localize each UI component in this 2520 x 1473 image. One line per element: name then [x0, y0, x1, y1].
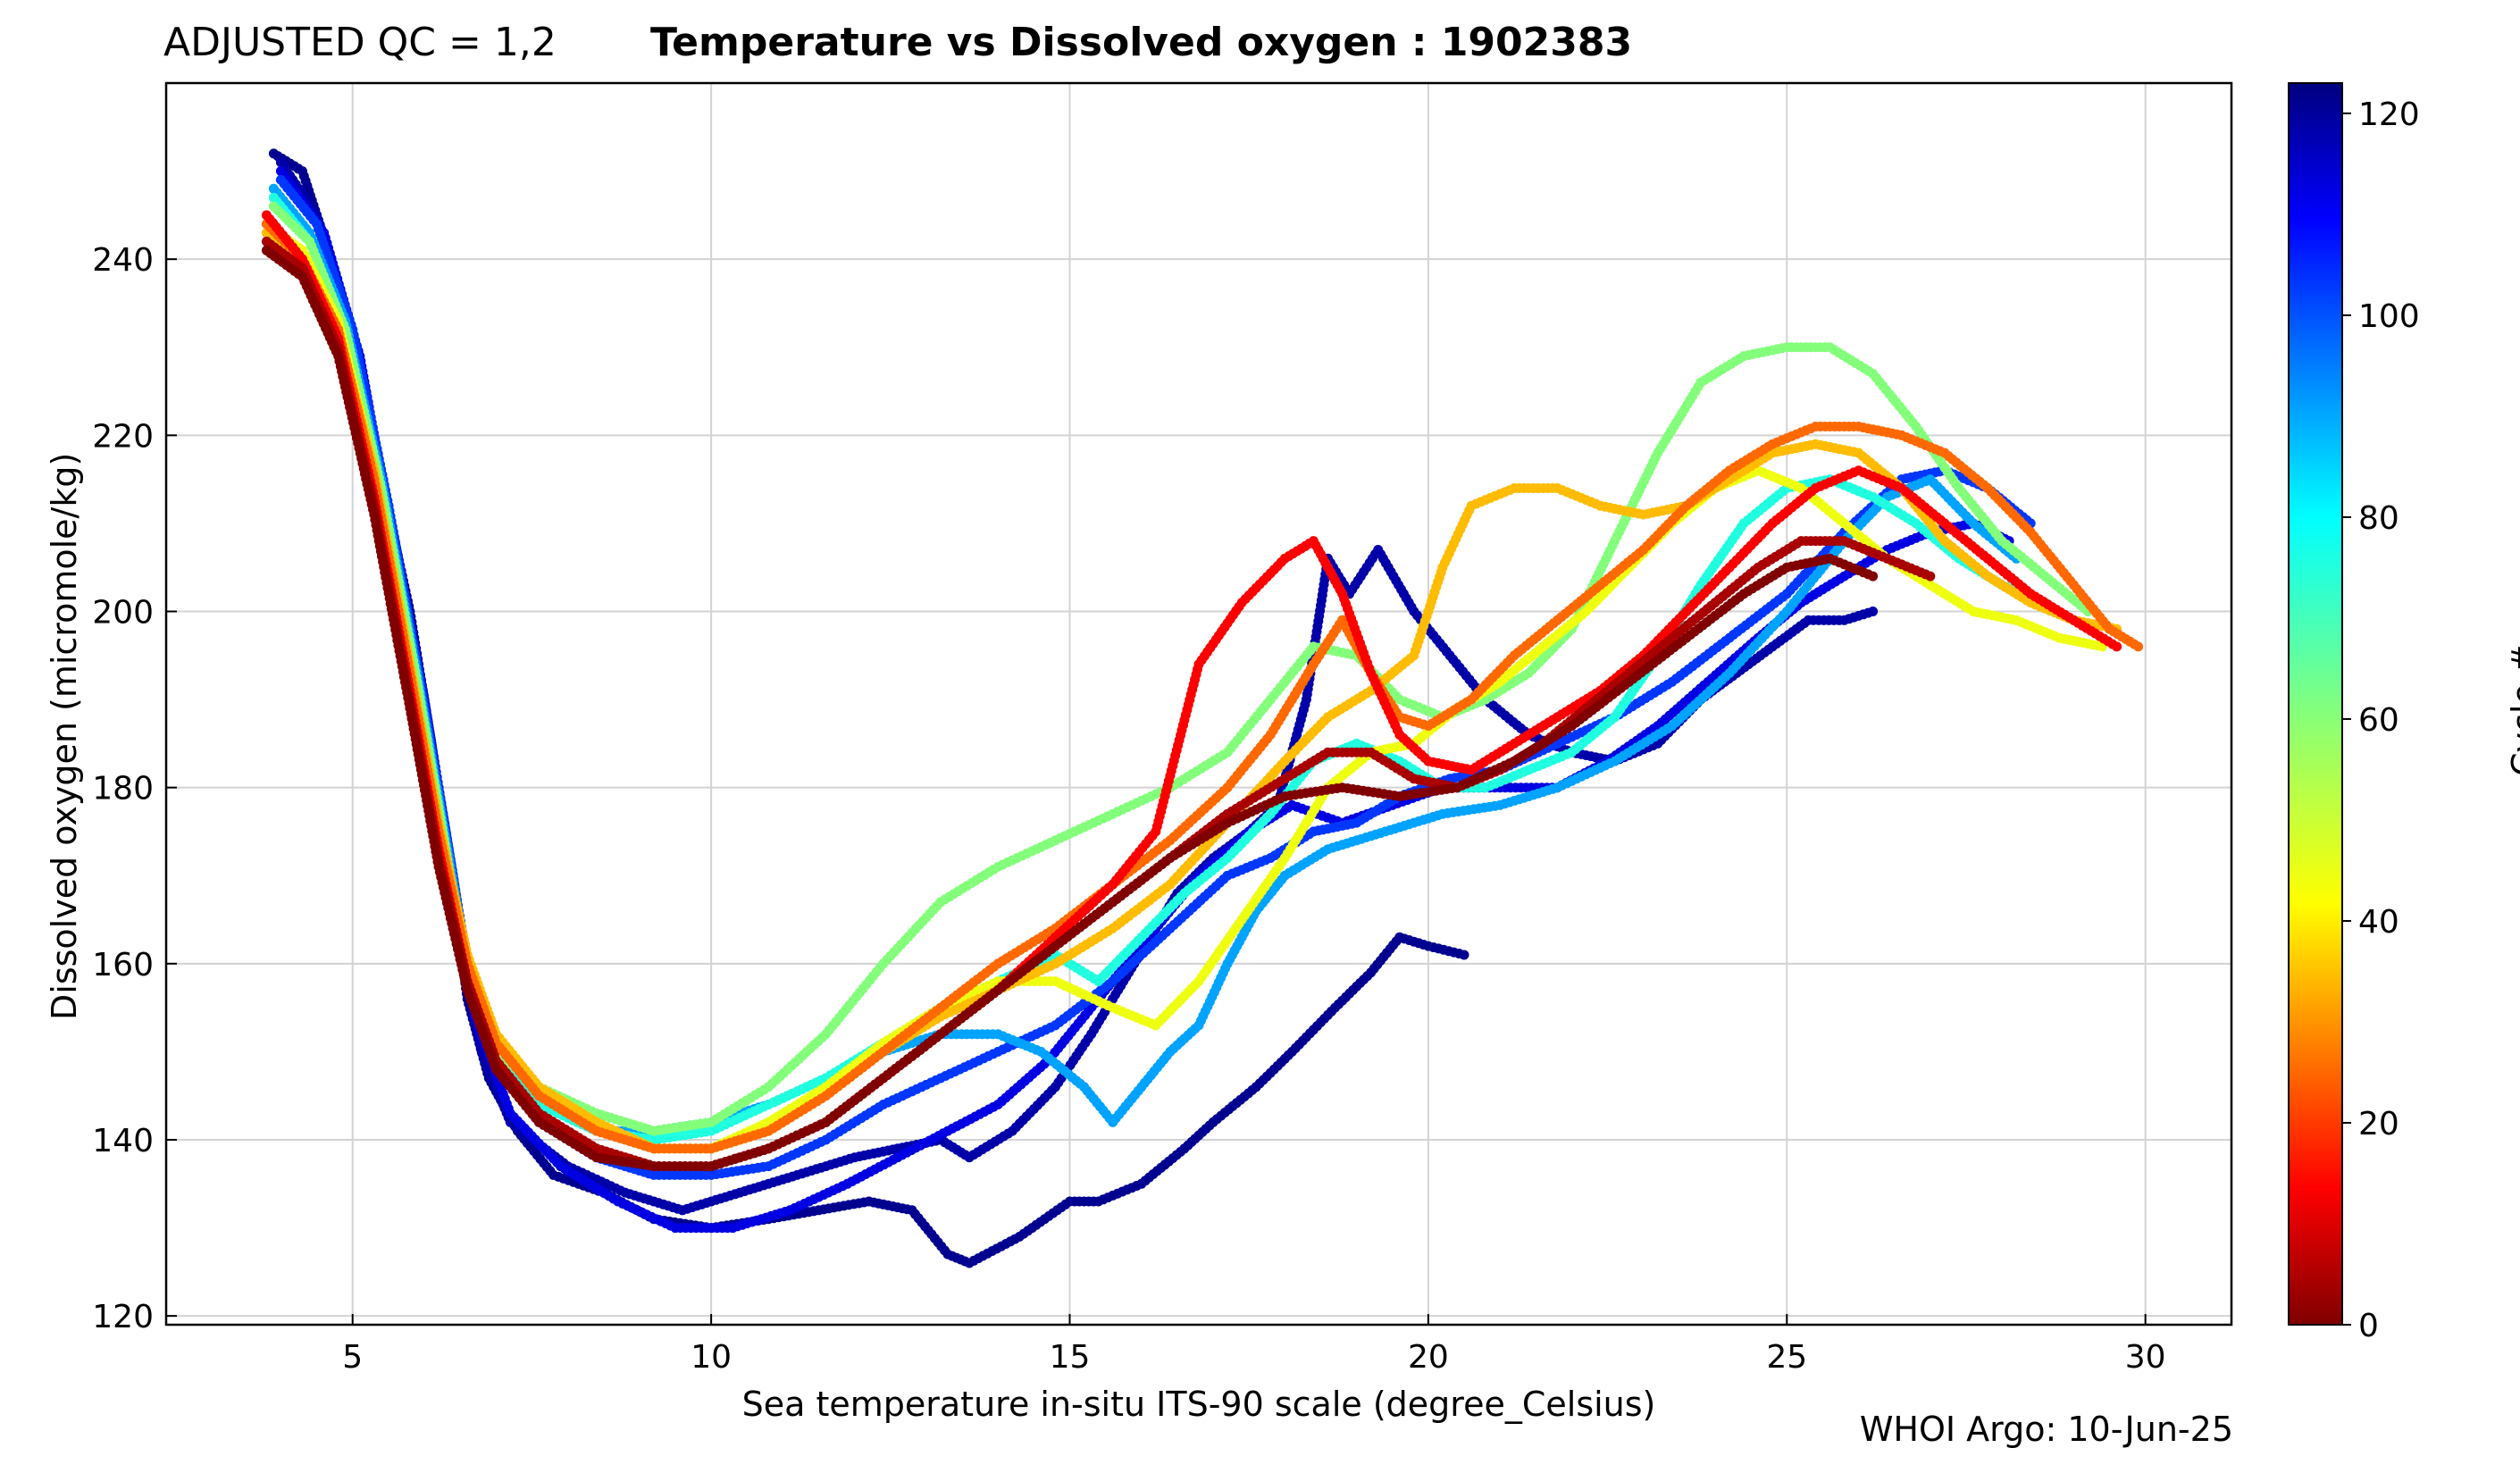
chart-title: Temperature vs Dissolved oxygen : 190238… — [650, 20, 1633, 65]
qc-label: ADJUSTED QC = 1,2 — [163, 20, 557, 65]
data-point — [1868, 607, 1879, 616]
data-point — [1459, 950, 1469, 960]
